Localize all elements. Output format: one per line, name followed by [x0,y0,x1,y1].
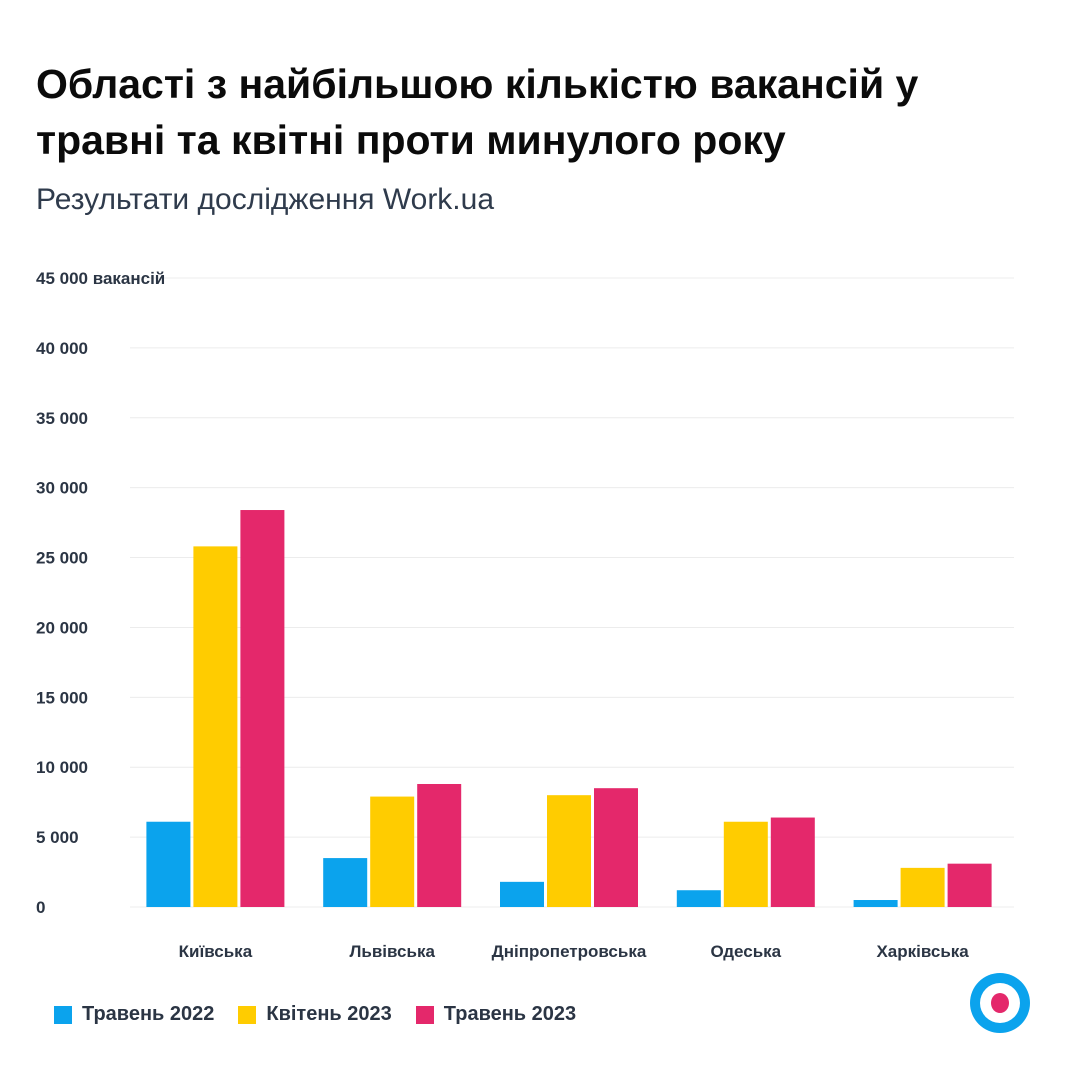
y-tick-label: 10 000 [36,758,88,777]
legend-swatch-series-1 [238,1005,257,1024]
bar-2-2 [594,788,638,907]
bar-1-1 [370,796,415,907]
chart-title: Області з найбільшою кількістю вакансій … [36,61,919,163]
y-tick-label: 0 [36,898,45,917]
bar-0-3 [676,890,721,907]
bar-2-0 [240,510,285,907]
y-tick-label: 30 000 [36,479,88,498]
y-tick-label: 25 000 [36,549,88,568]
bar-0-0 [146,821,191,907]
x-category-label: Львівська [349,942,435,961]
bar-1-4 [900,867,945,907]
y-tick-label: 45 000 вакансій [36,269,165,288]
x-category-label: Харківська [876,942,969,961]
x-category-label: Дніпропетровська [492,942,647,961]
bar-1-3 [723,821,768,907]
bar-0-4 [853,900,898,907]
legend-label-series-0: Травень 2022 [82,1003,215,1025]
y-tick-label: 5 000 [36,828,79,847]
legend-item-series-2: Травень 2023 [415,1003,577,1026]
y-tick-label: 15 000 [36,688,88,707]
bar-2-4 [947,863,992,907]
x-category-label: Одеська [710,942,781,961]
bar-1-2 [547,795,591,907]
bar-2-3 [770,817,815,907]
legend-swatch-series-0 [54,1005,72,1024]
bar-0-2 [500,881,544,907]
legend: Травень 2022 Квітень 2023 Травень 2023 [54,1003,588,1026]
y-tick-label: 40 000 [36,339,88,358]
legend-swatch-series-2 [415,1005,434,1024]
bar-2-1 [417,783,462,907]
legend-item-series-1: Квітень 2023 [238,1003,392,1026]
legend-item-series-0: Травень 2022 [54,1003,214,1026]
y-tick-label: 35 000 [36,409,88,428]
legend-label-series-2: Травень 2023 [443,1003,577,1025]
work-ua-logo-icon [970,973,1030,1033]
legend-label-series-1: Квітень 2023 [266,1003,392,1025]
bar-1-0 [193,546,238,907]
x-category-label: Київська [179,942,253,961]
chart-subtitle: Результати дослідження Work.ua [36,183,495,216]
y-tick-label: 20 000 [36,618,88,637]
bar-0-1 [323,858,368,907]
